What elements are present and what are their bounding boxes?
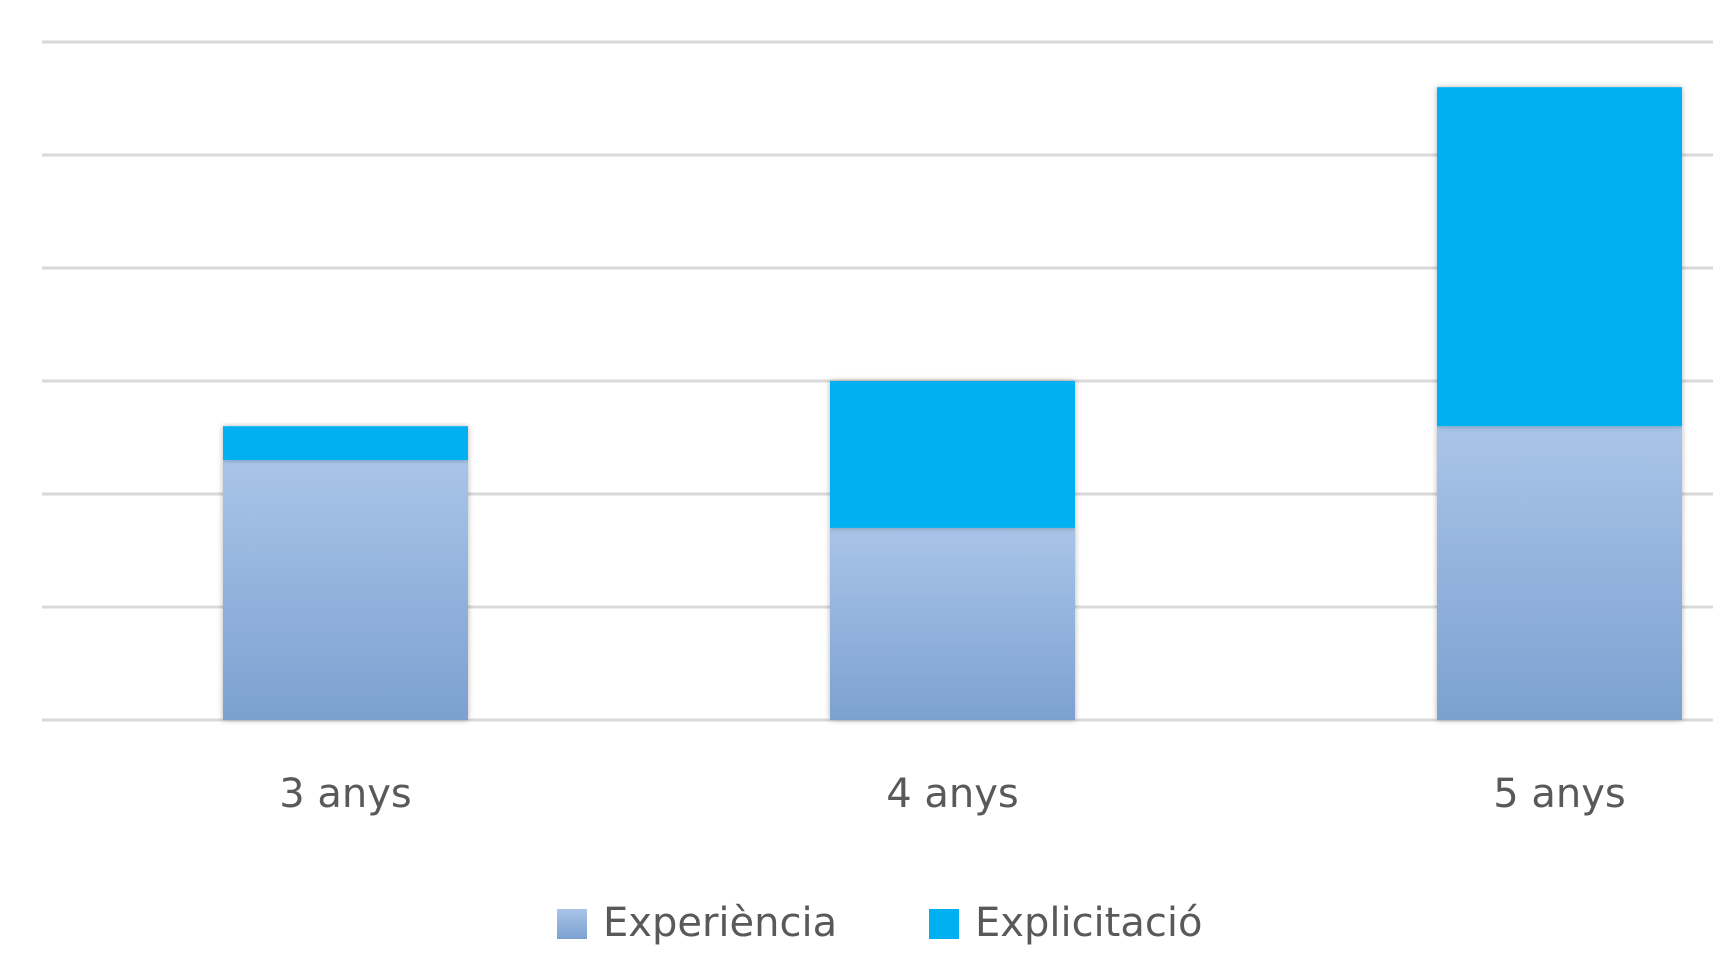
x-tick-label: 4 anys (886, 771, 1019, 817)
legend-label: Experiència (603, 900, 837, 946)
x-tick-label: 5 anys (1493, 771, 1626, 817)
bar-segment (830, 527, 1075, 720)
bar-segment (223, 426, 468, 461)
legend-swatch (929, 909, 959, 939)
bar-segment (223, 460, 468, 720)
bar-segment (1437, 87, 1682, 427)
legend-label: Explicitació (975, 900, 1202, 946)
legend-swatch (557, 909, 587, 939)
x-tick-label: 3 anys (279, 771, 412, 817)
bar-segment (830, 381, 1075, 528)
bar-segment (1437, 426, 1682, 720)
